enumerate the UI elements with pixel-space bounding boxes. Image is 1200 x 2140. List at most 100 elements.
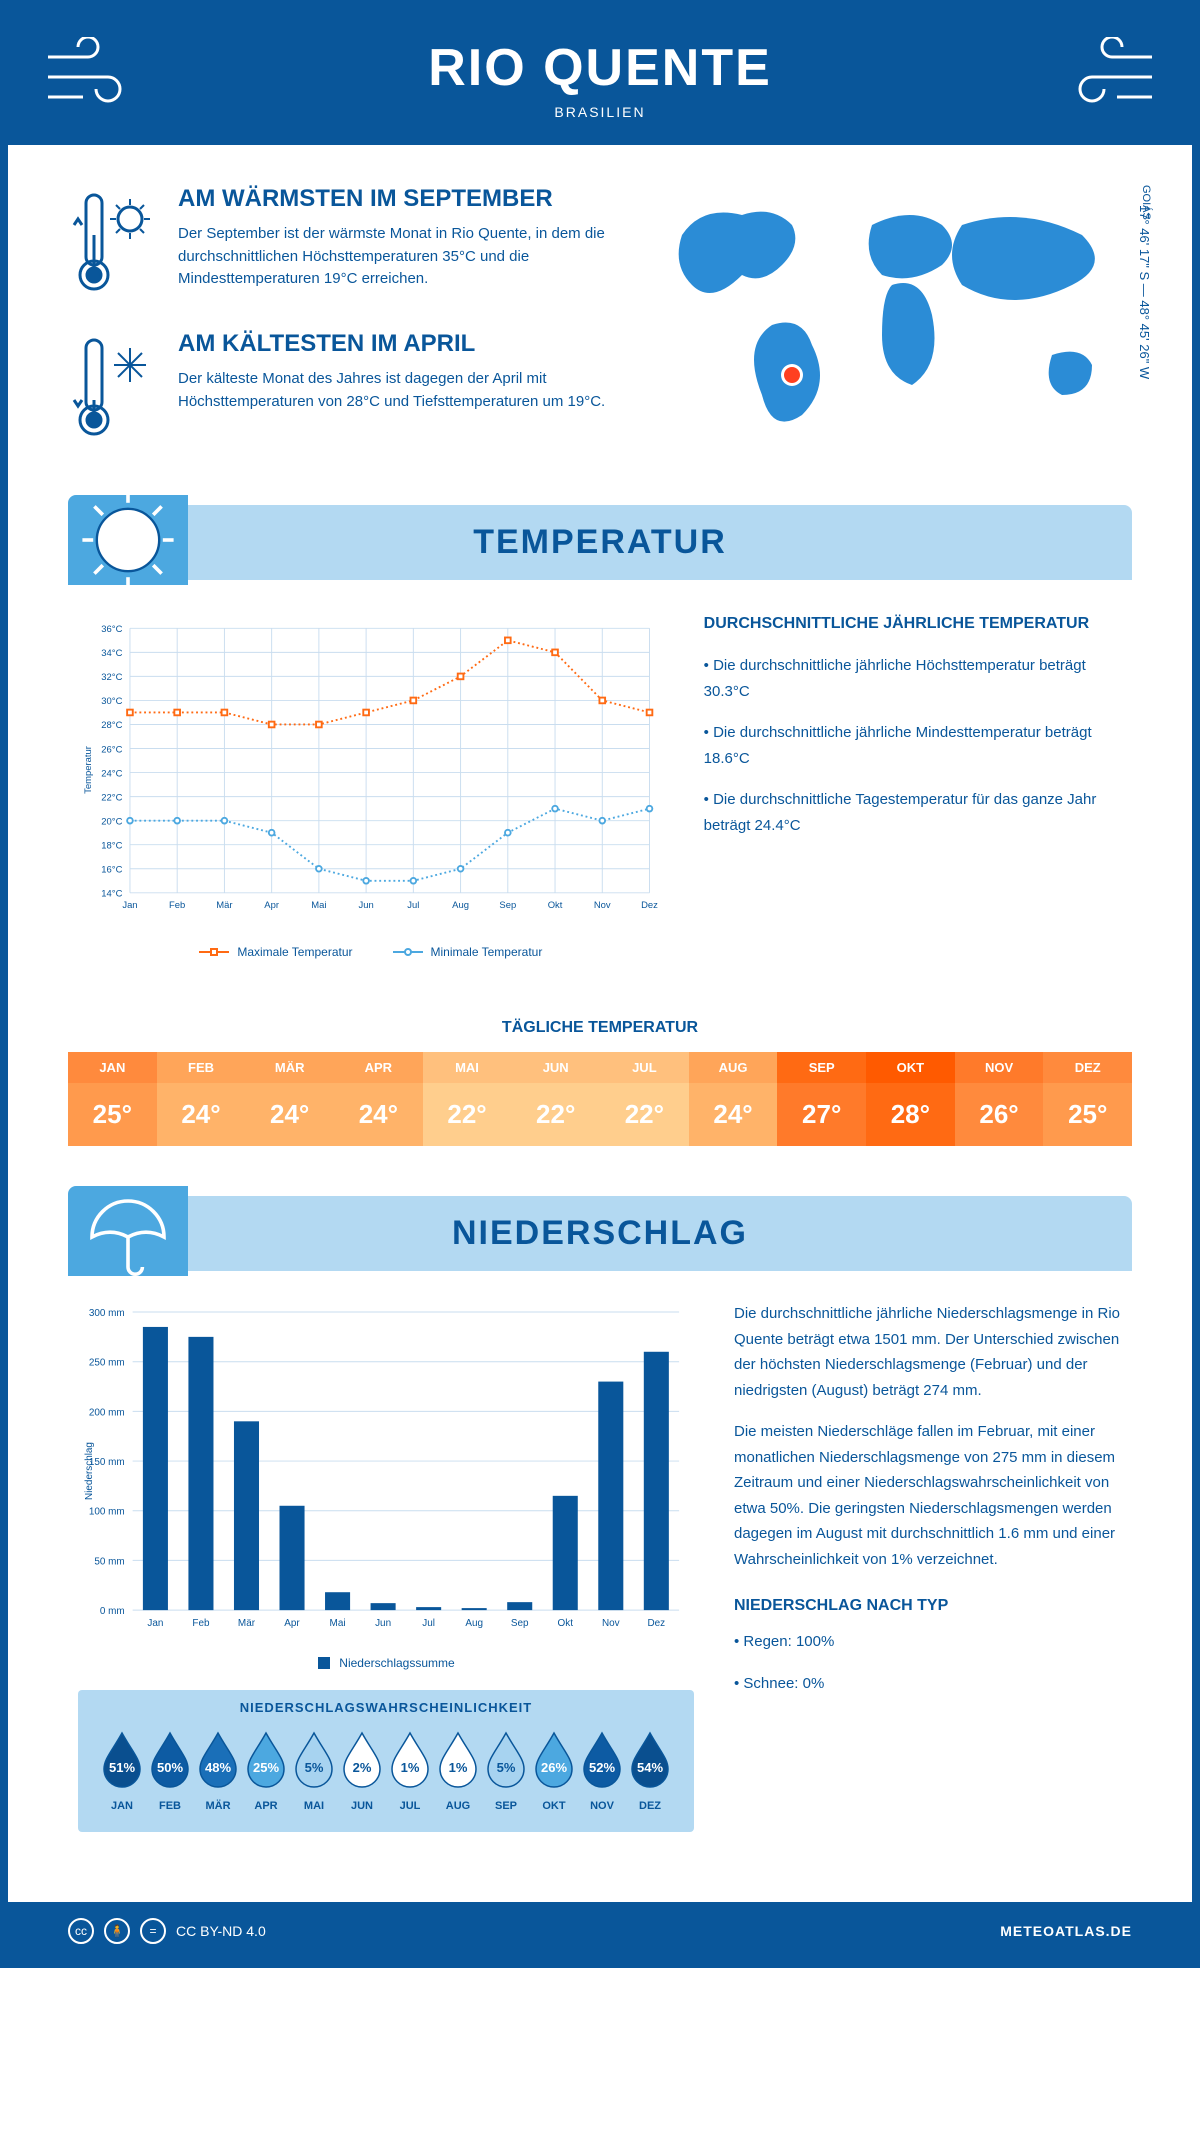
precip-probability-box: NIEDERSCHLAGSWAHRSCHEINLICHKEIT 51%JAN50… xyxy=(78,1690,694,1832)
svg-text:Sep: Sep xyxy=(511,1618,529,1629)
svg-text:1%: 1% xyxy=(401,1760,420,1775)
svg-text:2%: 2% xyxy=(353,1760,372,1775)
svg-text:22°C: 22°C xyxy=(101,792,122,803)
svg-text:34°C: 34°C xyxy=(101,648,122,659)
daily-temp-cell: APR24° xyxy=(334,1052,423,1146)
precip-prob-drop: 26%OKT xyxy=(530,1729,578,1812)
daily-temp-cell: AUG24° xyxy=(689,1052,778,1146)
svg-text:50 mm: 50 mm xyxy=(94,1556,124,1567)
wind-icon xyxy=(38,37,138,117)
svg-text:Aug: Aug xyxy=(465,1618,483,1629)
svg-text:32°C: 32°C xyxy=(101,672,122,683)
daily-temp-cell: NOV26° xyxy=(955,1052,1044,1146)
precip-text-2: Die meisten Niederschläge fallen im Febr… xyxy=(734,1419,1122,1572)
temp-info-line: • Die durchschnittliche jährliche Höchst… xyxy=(704,653,1122,704)
svg-text:26%: 26% xyxy=(541,1760,567,1775)
daily-temp-title: TÄGLICHE TEMPERATUR xyxy=(68,1019,1132,1037)
svg-text:24°C: 24°C xyxy=(101,768,122,779)
svg-text:48%: 48% xyxy=(205,1760,231,1775)
temperature-section-header: TEMPERATUR xyxy=(68,505,1132,580)
svg-text:Okt: Okt xyxy=(548,900,563,911)
precip-type-line: • Schnee: 0% xyxy=(734,1671,1122,1697)
svg-text:Sep: Sep xyxy=(499,900,516,911)
svg-text:Jun: Jun xyxy=(359,900,374,911)
daily-temp-cell: JUL22° xyxy=(600,1052,689,1146)
daily-temp-cell: MAI22° xyxy=(423,1052,512,1146)
precip-prob-drop: 52%NOV xyxy=(578,1729,626,1812)
temperature-line-chart: 14°C16°C18°C20°C22°C24°C26°C28°C30°C32°C… xyxy=(78,610,664,930)
daily-temp-cell: FEB24° xyxy=(157,1052,246,1146)
svg-text:Jul: Jul xyxy=(407,900,419,911)
svg-text:54%: 54% xyxy=(637,1760,663,1775)
precipitation-section-header: NIEDERSCHLAG xyxy=(68,1196,1132,1271)
thermometer-sun-icon xyxy=(68,185,158,295)
svg-text:30°C: 30°C xyxy=(101,696,122,707)
svg-text:Jan: Jan xyxy=(122,900,137,911)
daily-temp-cell: DEZ25° xyxy=(1043,1052,1132,1146)
svg-text:Dez: Dez xyxy=(647,1618,665,1629)
daily-temp-cell: OKT28° xyxy=(866,1052,955,1146)
precip-prob-drop: 25%APR xyxy=(242,1729,290,1812)
precip-text-1: Die durchschnittliche jährliche Niedersc… xyxy=(734,1301,1122,1403)
license-label: CC BY-ND 4.0 xyxy=(176,1923,266,1939)
sun-icon xyxy=(68,486,188,594)
temp-info-line: • Die durchschnittliche jährliche Mindes… xyxy=(704,720,1122,771)
by-icon: 🧍 xyxy=(104,1918,130,1944)
svg-text:Feb: Feb xyxy=(192,1618,210,1629)
header: RIO QUENTE BRASILIEN xyxy=(8,8,1192,145)
svg-text:Apr: Apr xyxy=(284,1618,300,1629)
svg-text:50%: 50% xyxy=(157,1760,183,1775)
precip-prob-drop: 5%SEP xyxy=(482,1729,530,1812)
precipitation-bar-chart: 0 mm50 mm100 mm150 mm200 mm250 mm300 mmJ… xyxy=(78,1301,694,1641)
svg-text:1%: 1% xyxy=(449,1760,468,1775)
svg-text:Mär: Mär xyxy=(216,900,232,911)
svg-text:Apr: Apr xyxy=(264,900,279,911)
svg-text:28°C: 28°C xyxy=(101,720,122,731)
svg-text:Feb: Feb xyxy=(169,900,185,911)
umbrella-icon xyxy=(68,1177,188,1285)
world-map-svg xyxy=(652,185,1132,445)
nd-icon: = xyxy=(140,1918,166,1944)
svg-text:Niederschlag: Niederschlag xyxy=(84,1442,95,1500)
temp-info-title: DURCHSCHNITTLICHE JÄHRLICHE TEMPERATUR xyxy=(704,610,1122,637)
svg-text:Mai: Mai xyxy=(311,900,326,911)
svg-text:36°C: 36°C xyxy=(101,624,122,635)
svg-text:Temperatur: Temperatur xyxy=(83,746,94,794)
svg-text:250 mm: 250 mm xyxy=(89,1358,125,1369)
precip-prob-drop: 50%FEB xyxy=(146,1729,194,1812)
svg-text:Dez: Dez xyxy=(641,900,658,911)
warmest-text: Der September ist der wärmste Monat in R… xyxy=(178,223,612,291)
precip-prob-drop: 1%JUL xyxy=(386,1729,434,1812)
svg-text:0 mm: 0 mm xyxy=(100,1606,125,1617)
svg-text:200 mm: 200 mm xyxy=(89,1407,125,1418)
warmest-summary: AM WÄRMSTEN IM SEPTEMBER Der September i… xyxy=(68,185,612,300)
svg-text:5%: 5% xyxy=(305,1760,324,1775)
daily-temp-cell: SEP27° xyxy=(777,1052,866,1146)
page-title: RIO QUENTE xyxy=(28,38,1172,98)
coldest-summary: AM KÄLTESTEN IM APRIL Der kälteste Monat… xyxy=(68,330,612,445)
precip-prob-drop: 5%MAI xyxy=(290,1729,338,1812)
precip-prob-drop: 54%DEZ xyxy=(626,1729,674,1812)
svg-text:Okt: Okt xyxy=(558,1618,574,1629)
precip-prob-drop: 2%JUN xyxy=(338,1729,386,1812)
svg-text:25%: 25% xyxy=(253,1760,279,1775)
coordinates: 17° 46' 17" S — 48° 45' 26" W xyxy=(1137,205,1152,379)
thermometer-snow-icon xyxy=(68,330,158,440)
footer: cc 🧍 = CC BY-ND 4.0 METEOATLAS.DE xyxy=(8,1902,1192,1960)
svg-text:18°C: 18°C xyxy=(101,840,122,851)
precip-type-title: NIEDERSCHLAG NACH TYP xyxy=(734,1592,1122,1619)
svg-text:Jun: Jun xyxy=(375,1618,391,1629)
daily-temp-cell: JAN25° xyxy=(68,1052,157,1146)
coldest-text: Der kälteste Monat des Jahres ist dagege… xyxy=(178,368,612,413)
svg-text:51%: 51% xyxy=(109,1760,135,1775)
page-subtitle: BRASILIEN xyxy=(28,104,1172,120)
warmest-title: AM WÄRMSTEN IM SEPTEMBER xyxy=(178,185,612,213)
coldest-title: AM KÄLTESTEN IM APRIL xyxy=(178,330,612,358)
precip-prob-drop: 48%MÄR xyxy=(194,1729,242,1812)
cc-icon: cc xyxy=(68,1918,94,1944)
svg-text:5%: 5% xyxy=(497,1760,516,1775)
svg-text:100 mm: 100 mm xyxy=(89,1507,125,1518)
svg-text:Aug: Aug xyxy=(452,900,469,911)
svg-text:Jan: Jan xyxy=(147,1618,163,1629)
temp-info-line: • Die durchschnittliche Tagestemperatur … xyxy=(704,787,1122,838)
